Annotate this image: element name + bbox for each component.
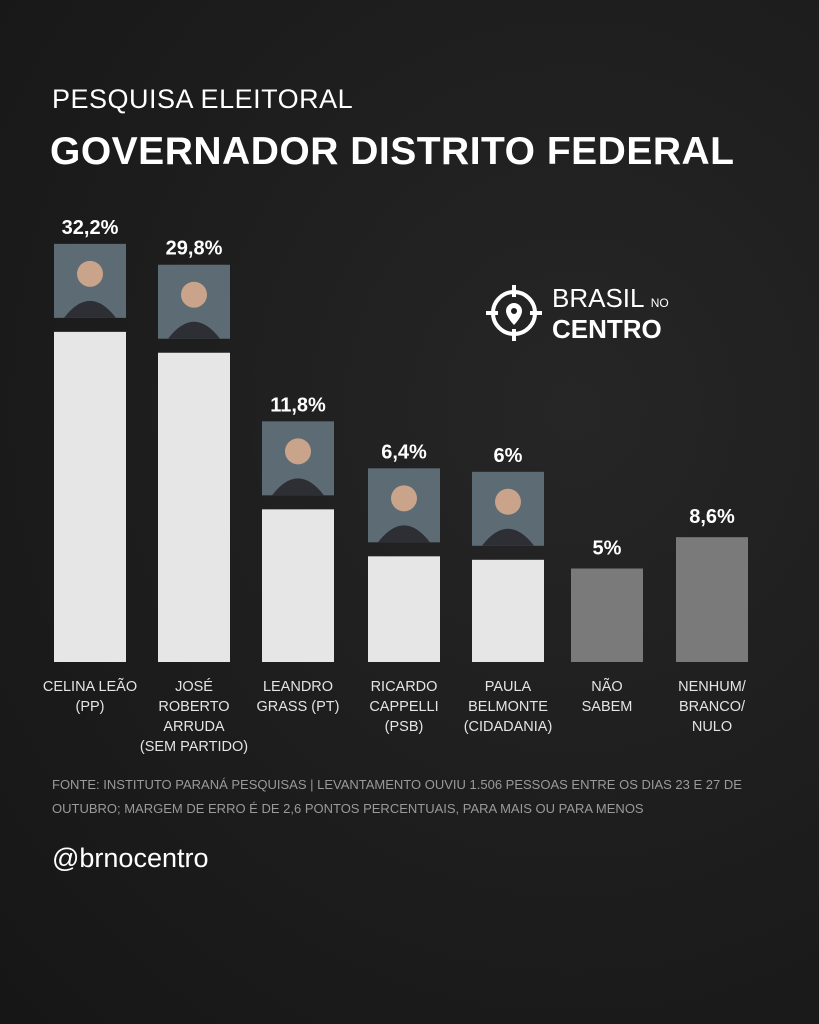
bar xyxy=(571,568,643,662)
bar xyxy=(676,537,748,662)
value-label: 32,2% xyxy=(62,217,119,239)
value-label: 29,8% xyxy=(166,238,223,260)
category-label: NENHUM/BRANCO/NULO xyxy=(678,679,746,735)
bar xyxy=(54,331,126,662)
candidate-photo xyxy=(54,243,126,318)
subtitle: PESQUISA ELEITORAL xyxy=(52,84,354,114)
candidate-photo xyxy=(368,468,440,543)
value-label: 11,8% xyxy=(270,394,326,416)
candidate-photo xyxy=(262,421,334,496)
value-label: 5% xyxy=(593,538,622,560)
social-handle: @brnocentro xyxy=(52,843,209,873)
logo-centro: CENTRO xyxy=(552,313,662,344)
category-label: JOSÉ ROBERTO ARRUDA (SEM PARTIDO) xyxy=(139,679,249,755)
bar xyxy=(262,509,334,662)
category-label: NÃO SABEM xyxy=(581,679,633,715)
value-label: 6% xyxy=(494,445,523,467)
category-label: LEANDRO GRASS (PT) xyxy=(256,679,340,715)
bar xyxy=(158,352,230,662)
brand-logo: BRASIL NO CENTRO xyxy=(484,283,669,343)
logo-brasil: BRASIL xyxy=(552,282,644,313)
crosshair-pin-icon xyxy=(486,285,542,341)
source-note: FONTE: INSTITUTO PARANÁ PESQUISAS | LEVA… xyxy=(52,777,742,816)
page-title: GOVERNADOR DISTRITO FEDERAL xyxy=(50,130,735,173)
bar xyxy=(368,556,440,662)
bar xyxy=(472,559,544,662)
category-label: PAULA BELMONTE (CIDADANIA) xyxy=(463,679,553,735)
value-label: 6,4% xyxy=(381,441,427,463)
candidate-photo xyxy=(472,471,544,546)
logo-no: NO xyxy=(650,295,669,310)
value-label: 8,6% xyxy=(689,506,735,528)
category-label: RICARDO CAPPELLI (PSB) xyxy=(369,679,439,735)
candidate-photo xyxy=(158,264,230,339)
category-label: CELINA LEÃO (PP) xyxy=(42,679,138,715)
